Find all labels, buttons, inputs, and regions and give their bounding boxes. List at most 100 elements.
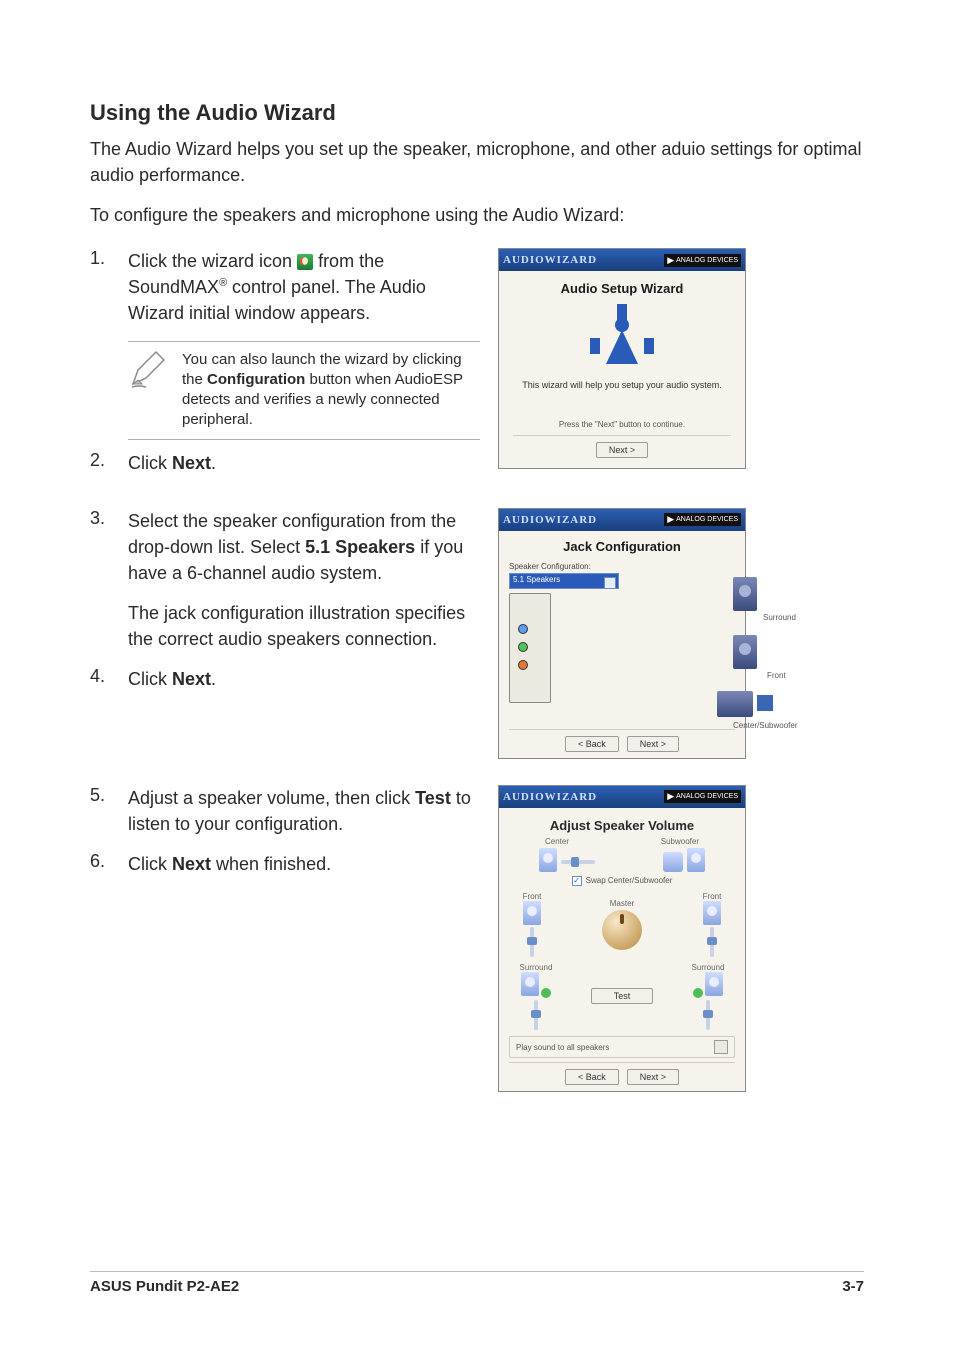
- shot1-caption: This wizard will help you setup your aud…: [513, 380, 731, 390]
- note-bold: Configuration: [207, 371, 305, 388]
- step-2-next: Next: [172, 453, 211, 473]
- step-3: 3. Select the speaker configuration from…: [90, 508, 480, 652]
- sub-speaker-vol-icon: [663, 852, 683, 872]
- shot1-next-button[interactable]: Next >: [596, 442, 648, 458]
- step-4-next: Next: [172, 669, 211, 689]
- wizard-title-3: AUDIOWIZARD: [503, 791, 597, 803]
- shot2-heading: Jack Configuration: [509, 539, 735, 554]
- label-subwoofer: Subwoofer: [661, 837, 699, 846]
- step-6-next: Next: [172, 854, 211, 874]
- reg-mark: ®: [219, 277, 227, 289]
- step-4-number: 4.: [90, 666, 128, 692]
- setup-illustration-icon: [590, 304, 654, 368]
- heading: Using the Audio Wizard: [90, 100, 864, 126]
- intro-para-1: The Audio Wizard helps you set up the sp…: [90, 136, 864, 188]
- analog-devices-logo-2: ▶ANALOG DEVICES: [664, 513, 741, 526]
- analog-devices-logo: ▶ANALOG DEVICES: [664, 254, 741, 267]
- wizard-icon: [297, 254, 313, 270]
- port-green: [518, 642, 528, 652]
- step-4: 4. Click Next.: [90, 666, 480, 692]
- step-3-bold: 5.1 Speakers: [305, 537, 415, 557]
- shot3-heading: Adjust Speaker Volume: [509, 818, 735, 833]
- shot1-heading: Audio Setup Wizard: [513, 281, 731, 296]
- label-front: Front: [767, 671, 786, 680]
- wizard-title-2: AUDIOWIZARD: [503, 514, 597, 526]
- sub-speaker-vol-icon2: [687, 848, 705, 872]
- label-center-sub: Center/Subwoofer: [733, 721, 797, 730]
- label-front-right: Front: [693, 892, 731, 901]
- label-center: Center: [545, 837, 569, 846]
- note-box: You can also launch the wizard by clicki…: [128, 341, 480, 440]
- speaker-config-select[interactable]: 5.1 Speakers: [509, 573, 619, 589]
- shot3-back-button[interactable]: < Back: [565, 1069, 619, 1085]
- surround-right-speaker-icon: [705, 972, 723, 996]
- test-button[interactable]: Test: [591, 988, 654, 1004]
- shot2-back-button[interactable]: < Back: [565, 736, 619, 752]
- wizard-titlebar-3: AUDIOWIZARD ▶ANALOG DEVICES: [499, 786, 745, 808]
- step-2-text-a: Click: [128, 453, 172, 473]
- surround-left-speaker-icon: [521, 972, 539, 996]
- front-right-volume-slider[interactable]: [710, 927, 714, 957]
- wizard-title: AUDIOWIZARD: [503, 254, 597, 266]
- step-5-number: 5.: [90, 785, 128, 837]
- step-3-p2: The jack configuration illustration spec…: [128, 603, 465, 649]
- step-1-number: 1.: [90, 248, 128, 326]
- label-master: Master: [551, 899, 693, 908]
- step-5-test: Test: [415, 788, 451, 808]
- center-speaker-vol-icon: [539, 848, 557, 872]
- port-blue: [518, 624, 528, 634]
- label-surround-left: Surround: [513, 963, 559, 972]
- footer-page-number: 3-7: [842, 1278, 864, 1295]
- front-right-speaker-icon: [703, 901, 721, 925]
- master-volume-dial[interactable]: [602, 910, 642, 950]
- swap-label: Swap Center/Subwoofer: [586, 876, 673, 885]
- step-4-text-a: Click: [128, 669, 172, 689]
- front-left-speaker-icon: [523, 901, 541, 925]
- play-sound-label: Play sound to all speakers: [516, 1043, 609, 1052]
- step-6-number: 6.: [90, 851, 128, 877]
- speaker-surround-icon: [733, 577, 757, 611]
- step-6: 6. Click Next when finished.: [90, 851, 480, 877]
- pencil-icon: [128, 350, 168, 395]
- step-5: 5. Adjust a speaker volume, then click T…: [90, 785, 480, 837]
- center-volume-slider[interactable]: [561, 860, 595, 864]
- front-left-volume-slider[interactable]: [530, 927, 534, 957]
- shot2-next-button[interactable]: Next >: [627, 736, 679, 752]
- step-2-number: 2.: [90, 450, 128, 476]
- screenshot-audio-setup-wizard: AUDIOWIZARD ▶ANALOG DEVICES Audio Setup …: [498, 248, 746, 469]
- step-6-text-a: Click: [128, 854, 172, 874]
- label-surround: Surround: [763, 613, 796, 622]
- screenshot-adjust-speaker-volume: AUDIOWIZARD ▶ANALOG DEVICES Adjust Speak…: [498, 785, 746, 1093]
- play-sound-select[interactable]: Play sound to all speakers: [509, 1036, 735, 1058]
- label-front-left: Front: [513, 892, 551, 901]
- speaker-front-icon: [733, 635, 757, 669]
- page-footer: ASUS Pundit P2-AE2 3-7: [90, 1271, 864, 1295]
- step-2: 2. Click Next.: [90, 450, 480, 476]
- step-2-text-b: .: [211, 453, 216, 473]
- shot3-next-button[interactable]: Next >: [627, 1069, 679, 1085]
- step-5-text-a: Adjust a speaker volume, then click: [128, 788, 415, 808]
- step-1: 1. Click the wizard icon from the SoundM…: [90, 248, 480, 326]
- shot2-speaker-conf-label: Speaker Configuration:: [509, 562, 735, 571]
- wizard-titlebar: AUDIOWIZARD ▶ANALOG DEVICES: [499, 249, 745, 271]
- surround-right-mute-icon[interactable]: [693, 988, 703, 998]
- surround-left-volume-slider[interactable]: [534, 1000, 538, 1030]
- subwoofer-icon: [717, 691, 753, 717]
- surround-left-mute-icon[interactable]: [541, 988, 551, 998]
- pc-tower-illustration: [509, 593, 551, 703]
- shot1-footer-text: Press the "Next" button to continue.: [513, 420, 731, 429]
- analog-devices-logo-3: ▶ANALOG DEVICES: [664, 790, 741, 803]
- play-sound-dropdown-button[interactable]: [714, 1040, 728, 1054]
- step-1-text-a: Click the wizard icon: [128, 251, 297, 271]
- step-3-number: 3.: [90, 508, 128, 652]
- center-speaker-icon: [757, 695, 773, 711]
- step-4-text-b: .: [211, 669, 216, 689]
- surround-right-volume-slider[interactable]: [706, 1000, 710, 1030]
- intro-para-2: To configure the speakers and microphone…: [90, 202, 864, 228]
- speaker-layout-illustration: Surround Front Center/Subwoofer: [623, 573, 735, 723]
- footer-model: ASUS Pundit P2-AE2: [90, 1278, 239, 1295]
- step-6-text-b: when finished.: [211, 854, 331, 874]
- screenshot-jack-configuration: AUDIOWIZARD ▶ANALOG DEVICES Jack Configu…: [498, 508, 746, 759]
- label-surround-right: Surround: [685, 963, 731, 972]
- swap-checkbox[interactable]: ✓: [572, 876, 582, 886]
